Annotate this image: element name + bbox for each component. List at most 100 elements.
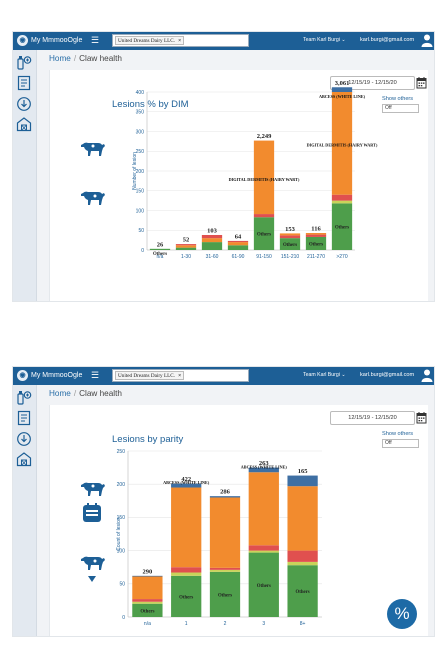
user-email[interactable]: karl.burgi@gmail.com — [360, 372, 415, 378]
brand[interactable]: ◉ My MmmooOgle — [17, 35, 82, 46]
bar-segment — [227, 240, 249, 243]
segment-label: Others — [218, 593, 232, 598]
segment-label: Others — [283, 243, 297, 248]
cow-logo-icon: ◉ — [17, 370, 28, 381]
chip-remove-icon[interactable]: × — [178, 373, 182, 379]
show-others-select[interactable]: Off — [382, 439, 419, 448]
y-tick-label: 300 — [136, 129, 145, 135]
segment-label: Others — [257, 233, 271, 238]
y-tick-label: 250 — [117, 449, 126, 455]
bar-segment — [171, 487, 202, 568]
bar-segment — [248, 545, 279, 551]
calendar-badge-icon[interactable] — [82, 503, 102, 523]
bar-segment — [201, 234, 223, 239]
report-icon[interactable] — [16, 410, 32, 426]
bar-segment — [253, 214, 275, 218]
team-dropdown[interactable]: Team Karl Burgi ⌄ — [303, 372, 346, 378]
bar-segment — [287, 475, 318, 487]
bar-segment — [227, 242, 249, 246]
bar-segment — [132, 575, 163, 577]
team-dropdown[interactable]: Team Karl Burgi ⌄ — [303, 37, 346, 43]
bar-segment — [201, 238, 223, 243]
bar-segment — [209, 497, 241, 568]
bar-segment — [248, 550, 279, 553]
cow-icon[interactable] — [80, 479, 106, 497]
bar-total-label: 165 — [298, 468, 309, 475]
date-range-input[interactable]: 12/15/19 - 12/15/20 — [330, 411, 415, 425]
cow-logo-icon: ◉ — [17, 35, 28, 46]
chart-title: Lesions by parity — [112, 434, 184, 445]
breadcrumb-current: Claw health — [79, 389, 122, 398]
bar-total-label: 286 — [220, 489, 231, 496]
hamburger-menu-icon[interactable]: ☰ — [90, 35, 100, 45]
show-others-select[interactable]: Off — [382, 104, 419, 113]
y-tick-label: 0 — [122, 615, 125, 621]
breadcrumb-home-link[interactable]: Home — [49, 54, 71, 63]
segment-annotation: ABCESS (WHITE LINE) — [163, 480, 210, 485]
chip-remove-icon[interactable]: × — [178, 38, 182, 44]
bar-segment — [253, 217, 275, 250]
segment-label: Others — [140, 609, 154, 614]
bottle-cow-icon[interactable] — [16, 389, 32, 405]
bar-total-label: 290 — [143, 568, 153, 575]
segment-annotation: ABCESS (WHITE LINE) — [241, 464, 288, 469]
date-range-input[interactable]: 12/15/19 - 12/15/20 — [330, 76, 415, 90]
cow-icon[interactable] — [80, 139, 106, 157]
bar-total-label: 153 — [285, 226, 296, 233]
percent-toggle-button[interactable]: % — [387, 599, 417, 629]
x-tick-label: n/a — [144, 621, 151, 627]
bar-total-label: 52 — [183, 237, 190, 244]
bar-segment — [279, 238, 301, 250]
lesions-parity-chart: Count of lesion 0 50 100 150 200 250 Others 290 n… — [116, 449, 322, 627]
farm-selector[interactable]: United Dreams Dairy LLC. × — [112, 34, 249, 47]
y-axis-label: Number of lesion — [132, 152, 138, 190]
bar-segment — [227, 245, 249, 250]
x-tick-label: >270 — [336, 254, 347, 260]
lesions-dim-chart: Number of lesion 0 50 100 150 200 250 300 350 400… — [132, 80, 378, 260]
x-tick-label: 151-210 — [281, 254, 300, 260]
breadcrumb-home-link[interactable]: Home — [49, 389, 71, 398]
x-tick-label: 8+ — [300, 621, 306, 627]
user-email[interactable]: karl.burgi@gmail.com — [360, 37, 415, 43]
bar-segment — [253, 140, 275, 215]
segment-annotation: ABCESS (WHITE LINE) — [319, 94, 366, 99]
sidebar — [13, 385, 37, 636]
download-icon[interactable] — [16, 96, 32, 112]
bar-segment — [175, 245, 197, 248]
y-tick-label: 100 — [117, 548, 126, 554]
bar-segment — [149, 248, 171, 250]
segment-label: Others — [257, 584, 271, 589]
report-icon[interactable] — [16, 75, 32, 91]
x-tick-label: 2 — [224, 621, 227, 627]
bar-total-label: 3,061 — [335, 80, 350, 87]
segment-annotation: DIGITAL DERMITIS (HAIRY WART) — [307, 143, 378, 148]
farm-selector[interactable]: United Dreams Dairy LLC. × — [112, 369, 249, 382]
bar-segment — [209, 496, 241, 498]
bar-segment — [331, 200, 353, 204]
barn-icon[interactable] — [16, 116, 32, 132]
breadcrumb-separator: / — [73, 389, 77, 398]
bar-segment — [305, 233, 327, 235]
brand[interactable]: ◉ My MmmooOgle — [17, 370, 82, 381]
hamburger-menu-icon[interactable]: ☰ — [90, 370, 100, 380]
chart-card: 12/15/19 - 12/15/20 Lesions % by DIM Sho… — [49, 70, 428, 301]
y-tick-label: 150 — [117, 515, 126, 521]
calendar-icon[interactable] — [416, 411, 427, 424]
calendar-icon[interactable] — [416, 76, 427, 89]
user-icon[interactable] — [421, 369, 433, 382]
bar-segment — [171, 572, 202, 576]
barn-icon[interactable] — [16, 451, 32, 467]
bar-segment — [171, 483, 202, 488]
bar-total-label: 26 — [157, 241, 164, 248]
cow-icon[interactable] — [80, 188, 106, 206]
cow-icon[interactable] — [80, 553, 106, 571]
download-icon[interactable] — [16, 431, 32, 447]
bottle-cow-icon[interactable] — [16, 54, 32, 70]
bar-segment — [279, 235, 301, 239]
segment-label: Others — [335, 226, 349, 231]
bar-total-label: 263 — [259, 460, 270, 467]
bar-segment — [209, 569, 241, 572]
teat-icon — [88, 576, 96, 582]
user-icon[interactable] — [421, 34, 433, 47]
y-tick-label: 50 — [119, 582, 125, 588]
